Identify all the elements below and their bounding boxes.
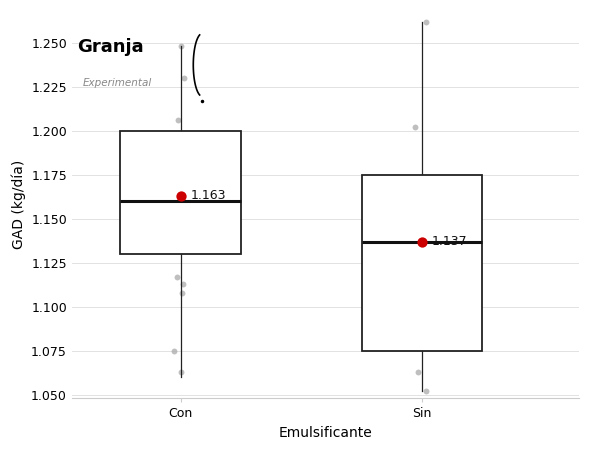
Point xyxy=(421,238,430,245)
Point xyxy=(417,335,427,342)
Point xyxy=(410,124,419,131)
Point xyxy=(179,74,188,82)
Point xyxy=(178,245,188,252)
Point xyxy=(172,207,181,214)
Text: Granja: Granja xyxy=(77,38,143,56)
Point xyxy=(169,215,179,222)
Point xyxy=(169,227,178,235)
Text: 1.163: 1.163 xyxy=(190,189,226,202)
Point xyxy=(176,192,185,199)
Point xyxy=(182,141,191,148)
Point xyxy=(413,368,422,376)
Point xyxy=(176,43,186,50)
Bar xyxy=(120,131,241,254)
Point xyxy=(182,192,191,199)
Point xyxy=(169,347,178,354)
Bar xyxy=(362,175,482,351)
Point xyxy=(175,233,185,240)
Point xyxy=(421,388,431,395)
Text: Experimental: Experimental xyxy=(83,78,152,88)
Point xyxy=(419,190,428,198)
X-axis label: Emulsificante: Emulsificante xyxy=(278,426,372,440)
Point xyxy=(175,219,185,226)
Y-axis label: GAD (kg/día): GAD (kg/día) xyxy=(11,160,25,249)
Point xyxy=(176,368,186,376)
Point xyxy=(171,203,180,210)
Point xyxy=(421,18,431,25)
Point xyxy=(177,289,186,296)
Point xyxy=(417,238,427,245)
Point xyxy=(413,340,422,347)
Point xyxy=(176,136,185,143)
Point xyxy=(178,281,188,288)
Text: 1.137: 1.137 xyxy=(432,235,467,248)
Point xyxy=(173,273,182,281)
Point xyxy=(173,117,182,124)
